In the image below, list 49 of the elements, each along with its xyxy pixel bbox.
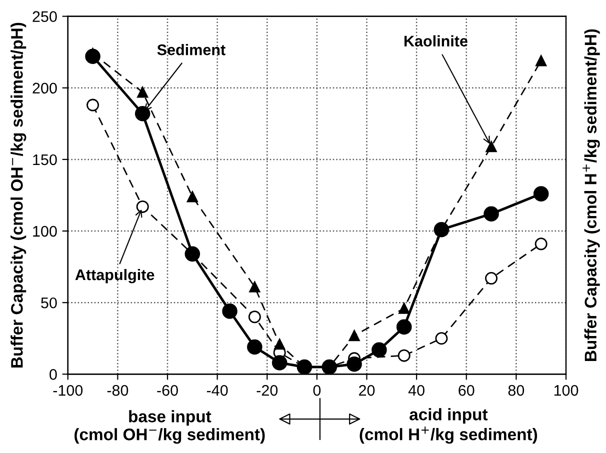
y-tick-label: 50 [41,297,57,308]
point [435,332,448,345]
text: acid input (cmol H$^{+}$/kg sediment) [360,408,538,444]
y-tick-label: 200 [32,82,57,94]
point [536,55,547,66]
point [274,338,286,350]
point [222,304,238,319]
point [86,98,100,112]
y-axis-title: Buffer Capacity (cmol OH$^{−}$/kg sediment/pH) [10,22,26,368]
x-tick-label: 20 [359,385,375,396]
point [348,330,360,342]
x-tick-label: 60 [458,385,474,396]
point [249,281,260,292]
point [134,106,150,122]
x-tick-label: -100 [53,385,83,396]
x-tick-label: -80 [107,385,128,396]
x-tick-label: 100 [554,385,578,396]
y-tick-label: 0 [50,369,57,380]
point [272,355,288,370]
x-tick-label: 0 [313,385,321,396]
point [346,356,362,372]
y-tick-label: 100 [33,226,57,237]
x-tick-label: 80 [508,385,524,396]
point [396,319,412,335]
x-tick-label: -40 [206,385,228,396]
y-tick-label: 150 [33,154,57,166]
point [137,86,148,98]
x-axis-title: base input (cmol OH$^{−}$/kg sediment) [74,410,265,444]
point [372,342,387,358]
x-tick-label: -60 [157,385,178,396]
point [248,310,261,324]
point [486,141,497,152]
text: Attapulgite [75,268,154,284]
point [186,191,198,202]
y2-axis-title: Buffer Capacity (cmol H$^{+}$/kg sediment/pH) [582,29,600,361]
x-tick-label: 40 [408,385,424,396]
point [485,272,498,285]
text: Sediment [157,44,226,56]
point [247,339,262,355]
point [533,186,549,202]
point [136,200,149,213]
x-tick-label: -20 [256,385,278,396]
point [85,48,100,64]
point [398,302,410,314]
point [484,206,499,222]
y-tick-label: 250 [32,11,57,22]
point [534,238,548,250]
text: Kaolinite [404,35,468,47]
point [398,349,410,362]
